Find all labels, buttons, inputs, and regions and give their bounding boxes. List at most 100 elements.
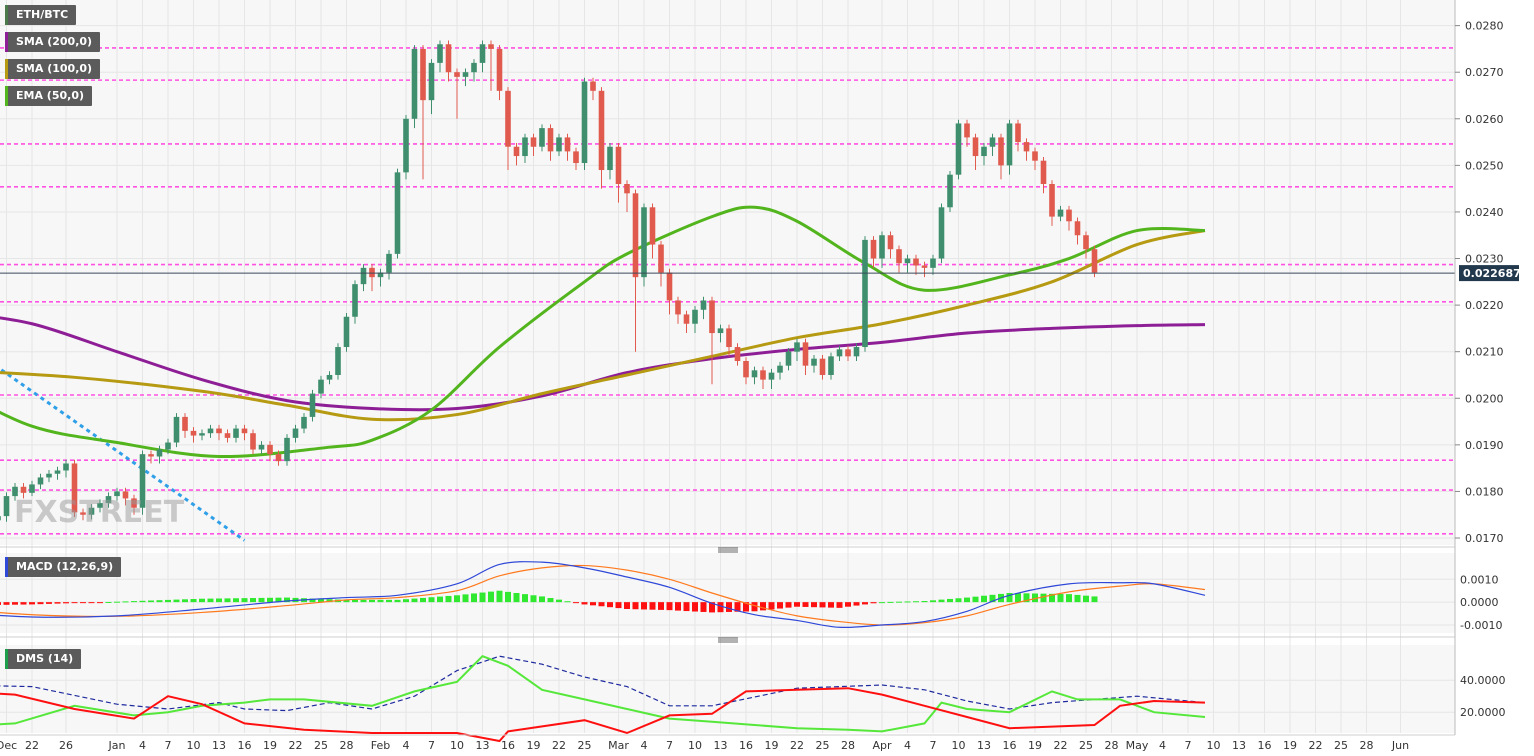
candle[interactable] [598, 87, 605, 189]
candle[interactable] [896, 245, 902, 273]
candle[interactable] [675, 296, 681, 324]
candle[interactable] [632, 189, 639, 352]
candle[interactable] [267, 441, 273, 462]
candle[interactable] [819, 354, 826, 380]
candle[interactable] [794, 338, 800, 362]
candle[interactable] [173, 413, 180, 448]
candle[interactable] [122, 487, 129, 506]
candle[interactable] [802, 338, 809, 375]
candle[interactable] [1074, 217, 1081, 245]
candle[interactable] [1083, 231, 1089, 259]
candle[interactable] [420, 45, 426, 180]
candle[interactable] [131, 494, 137, 515]
candle[interactable] [479, 40, 486, 73]
candle[interactable] [3, 492, 10, 522]
candle[interactable] [488, 40, 494, 91]
candle[interactable] [590, 77, 596, 101]
candle[interactable] [1032, 147, 1038, 171]
candle[interactable] [505, 87, 511, 171]
ema50-label[interactable]: EMA (50,0) [5, 86, 92, 106]
candle[interactable] [309, 389, 316, 422]
candle[interactable] [207, 424, 214, 438]
candle[interactable] [904, 254, 911, 273]
candle[interactable] [360, 264, 367, 292]
candle[interactable] [318, 375, 324, 399]
candle[interactable] [199, 429, 205, 441]
ema50-line[interactable] [0, 205, 1206, 459]
candle[interactable] [165, 438, 171, 455]
candle[interactable] [709, 296, 715, 385]
candle[interactable] [717, 324, 724, 343]
candle[interactable] [377, 268, 384, 287]
candle[interactable] [624, 180, 630, 212]
candle[interactable] [921, 261, 928, 278]
candle[interactable] [411, 45, 418, 129]
candle[interactable] [547, 124, 554, 161]
sma100-label[interactable]: SMA (100,0) [5, 59, 101, 79]
candle[interactable] [581, 77, 588, 171]
candle[interactable] [573, 147, 579, 171]
candle[interactable] [352, 280, 358, 324]
candle[interactable] [496, 45, 503, 101]
candle[interactable] [743, 357, 749, 385]
candle[interactable] [734, 343, 741, 366]
candle[interactable] [828, 352, 834, 380]
candle[interactable] [683, 310, 690, 334]
candle[interactable] [947, 170, 953, 212]
candle[interactable] [224, 429, 231, 443]
candle[interactable] [71, 459, 78, 518]
candle[interactable] [1066, 205, 1072, 231]
candle[interactable] [471, 59, 477, 82]
candle[interactable] [105, 492, 112, 508]
candle[interactable] [216, 424, 222, 441]
candle[interactable] [335, 343, 341, 380]
panel-resize-handle[interactable] [718, 637, 738, 643]
pair-label[interactable]: ETH/BTC [5, 5, 77, 25]
candle[interactable] [607, 143, 613, 180]
last-price-tag[interactable]: 0.022687 [1459, 265, 1521, 282]
candle[interactable] [853, 343, 860, 362]
candle[interactable] [403, 115, 409, 180]
candle[interactable] [292, 424, 299, 443]
candle[interactable] [250, 429, 256, 455]
candle[interactable] [530, 133, 537, 157]
panel-resize-handle[interactable] [718, 547, 738, 553]
candle[interactable] [114, 487, 120, 501]
di-minus-line[interactable] [0, 687, 1206, 743]
candle[interactable] [63, 459, 69, 478]
candle[interactable] [845, 345, 851, 362]
candle[interactable] [998, 133, 1004, 180]
candle[interactable] [564, 133, 571, 161]
candle[interactable] [46, 470, 52, 483]
candle[interactable] [692, 306, 698, 334]
candle[interactable] [12, 483, 18, 501]
candle[interactable] [768, 368, 775, 389]
candle[interactable] [437, 40, 443, 73]
candle[interactable] [955, 119, 962, 180]
candle[interactable] [760, 366, 766, 389]
candle[interactable] [343, 313, 350, 352]
candle[interactable] [556, 133, 562, 157]
candle[interactable] [726, 324, 732, 357]
candle[interactable] [700, 296, 707, 320]
candle[interactable] [1040, 156, 1047, 194]
candle[interactable] [887, 231, 894, 259]
candle[interactable] [879, 231, 885, 268]
sma200-label[interactable]: SMA (200,0) [5, 32, 101, 52]
candle[interactable] [88, 504, 95, 520]
candle[interactable] [938, 203, 945, 264]
candle[interactable] [454, 68, 460, 119]
candle[interactable] [284, 434, 290, 466]
candle[interactable] [0, 512, 1, 525]
candle[interactable] [930, 254, 936, 275]
candle[interactable] [777, 361, 783, 380]
candle[interactable] [862, 236, 868, 352]
candle[interactable] [522, 133, 528, 164]
candle[interactable] [190, 427, 197, 443]
candle[interactable] [394, 168, 401, 259]
macd-label[interactable]: MACD (12,26,9) [5, 557, 122, 577]
dms-label[interactable]: DMS (14) [5, 649, 82, 669]
candle[interactable] [641, 203, 647, 287]
candle[interactable] [811, 354, 817, 373]
